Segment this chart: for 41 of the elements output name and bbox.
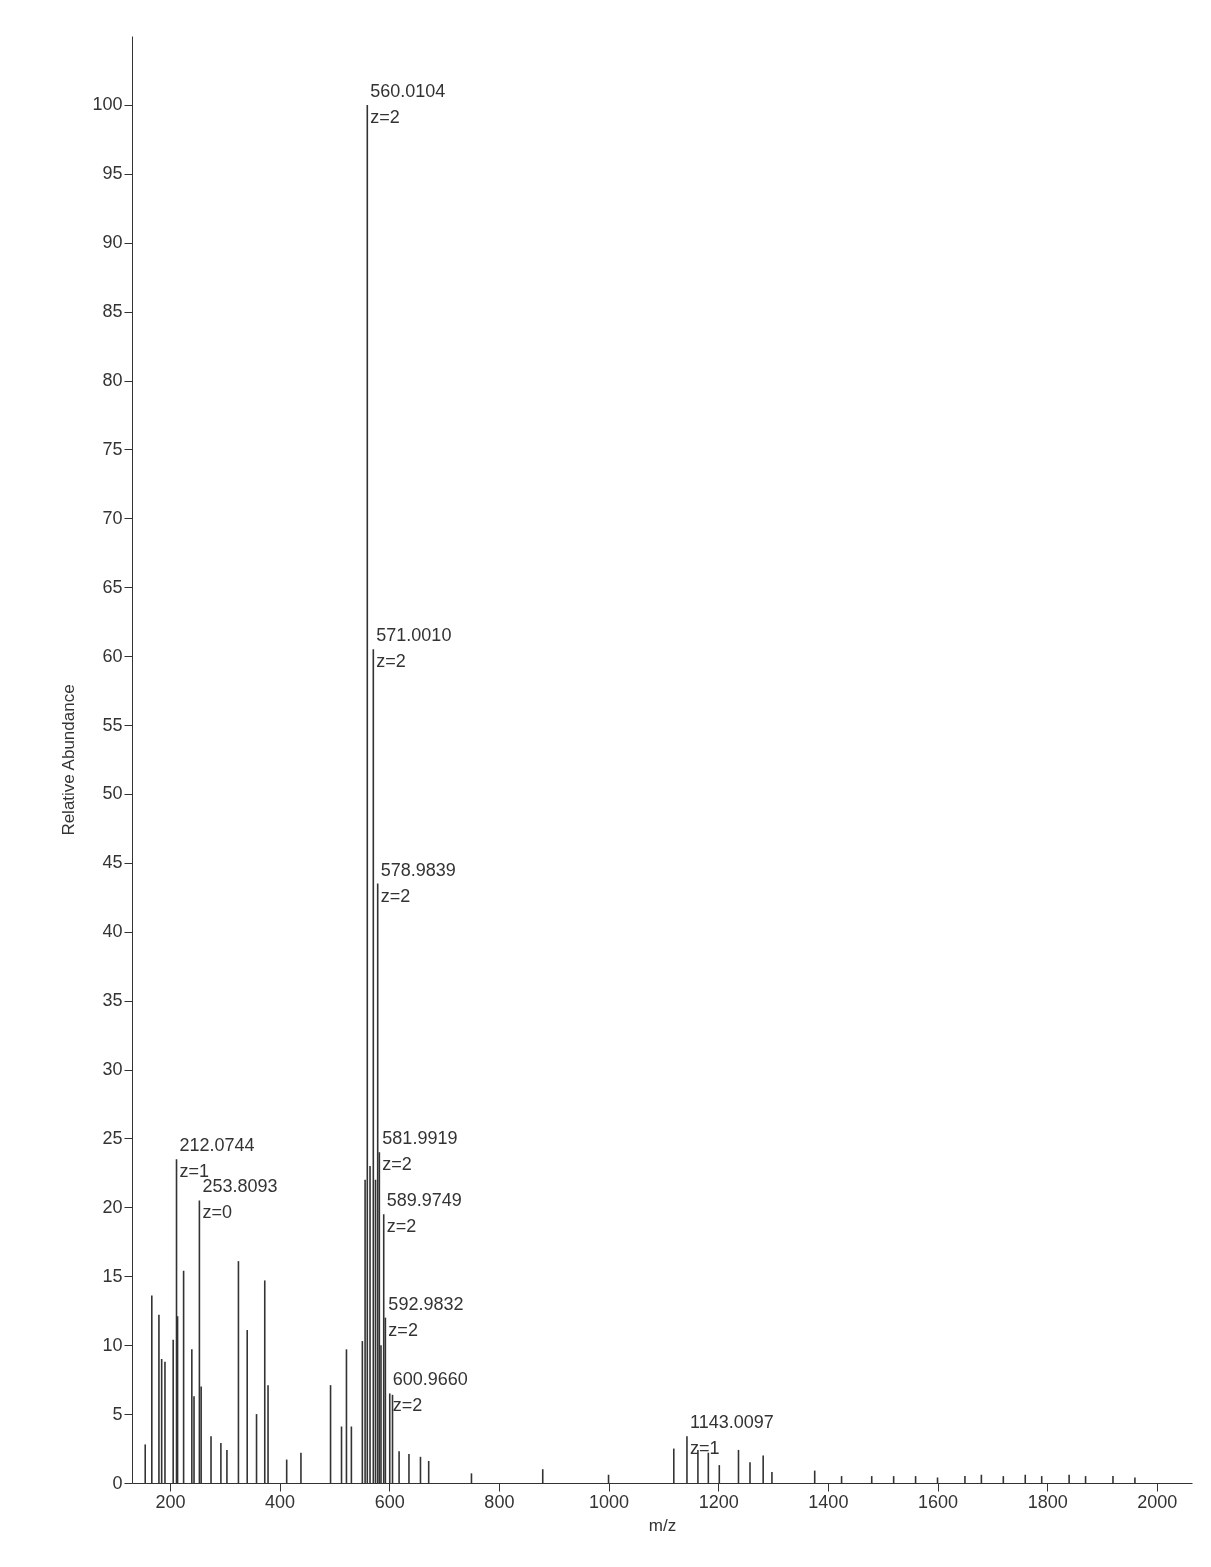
y-tick-label: 30 xyxy=(102,1059,123,1080)
y-tick-label: 55 xyxy=(102,714,123,735)
y-tick-label: 70 xyxy=(102,507,123,528)
y-tick-label: 45 xyxy=(102,852,123,873)
annotation: 592.9832 z=2 xyxy=(388,1293,464,1340)
y-tick-label: 60 xyxy=(102,645,123,666)
x-tick-label: 600 xyxy=(374,1491,405,1512)
x-tick-label: 1600 xyxy=(918,1491,959,1512)
annotation: 571.0010 z=2 xyxy=(376,625,452,672)
y-tick-label: 85 xyxy=(102,301,123,322)
x-tick-label: 1800 xyxy=(1027,1491,1068,1512)
y-tick-label: 95 xyxy=(102,163,123,184)
y-tick-label: 35 xyxy=(102,990,123,1011)
annotation: 600.9660 z=2 xyxy=(392,1369,468,1416)
x-axis-title: m/z xyxy=(648,1515,677,1535)
annotation: 589.9749 z=2 xyxy=(386,1190,462,1237)
x-tick-label: 2000 xyxy=(1137,1491,1178,1512)
x-tick-label: 800 xyxy=(484,1491,515,1512)
x-tick-label: 1200 xyxy=(698,1491,739,1512)
y-tick-label: 80 xyxy=(102,370,123,391)
y-tick-label: 75 xyxy=(102,438,123,459)
y-axis-title: Relative Abundance xyxy=(59,684,79,836)
y-tick-label: 0 xyxy=(112,1472,123,1493)
y-tick-label: 10 xyxy=(102,1334,123,1355)
x-tick-label: 400 xyxy=(265,1491,296,1512)
annotation: 578.9839 z=2 xyxy=(380,859,456,906)
y-tick-label: 25 xyxy=(102,1127,123,1148)
y-tick-label: 100 xyxy=(92,94,123,115)
y-tick-label: 20 xyxy=(102,1196,123,1217)
annotation: 1143.0097 z=1 xyxy=(689,1412,774,1459)
y-tick-label: 15 xyxy=(102,1265,123,1286)
y-tick-label: 65 xyxy=(102,576,123,597)
annotation: 581.9919 z=2 xyxy=(382,1128,458,1175)
x-tick-label: 1400 xyxy=(808,1491,849,1512)
x-tick-label: 1000 xyxy=(589,1491,630,1512)
y-tick-label: 40 xyxy=(102,921,123,942)
y-tick-label: 50 xyxy=(102,783,123,804)
annotation: 560.0104 z=2 xyxy=(370,80,446,127)
y-tick-label: 90 xyxy=(102,232,123,253)
x-tick-label: 200 xyxy=(155,1491,186,1512)
y-tick-label: 5 xyxy=(112,1403,123,1424)
